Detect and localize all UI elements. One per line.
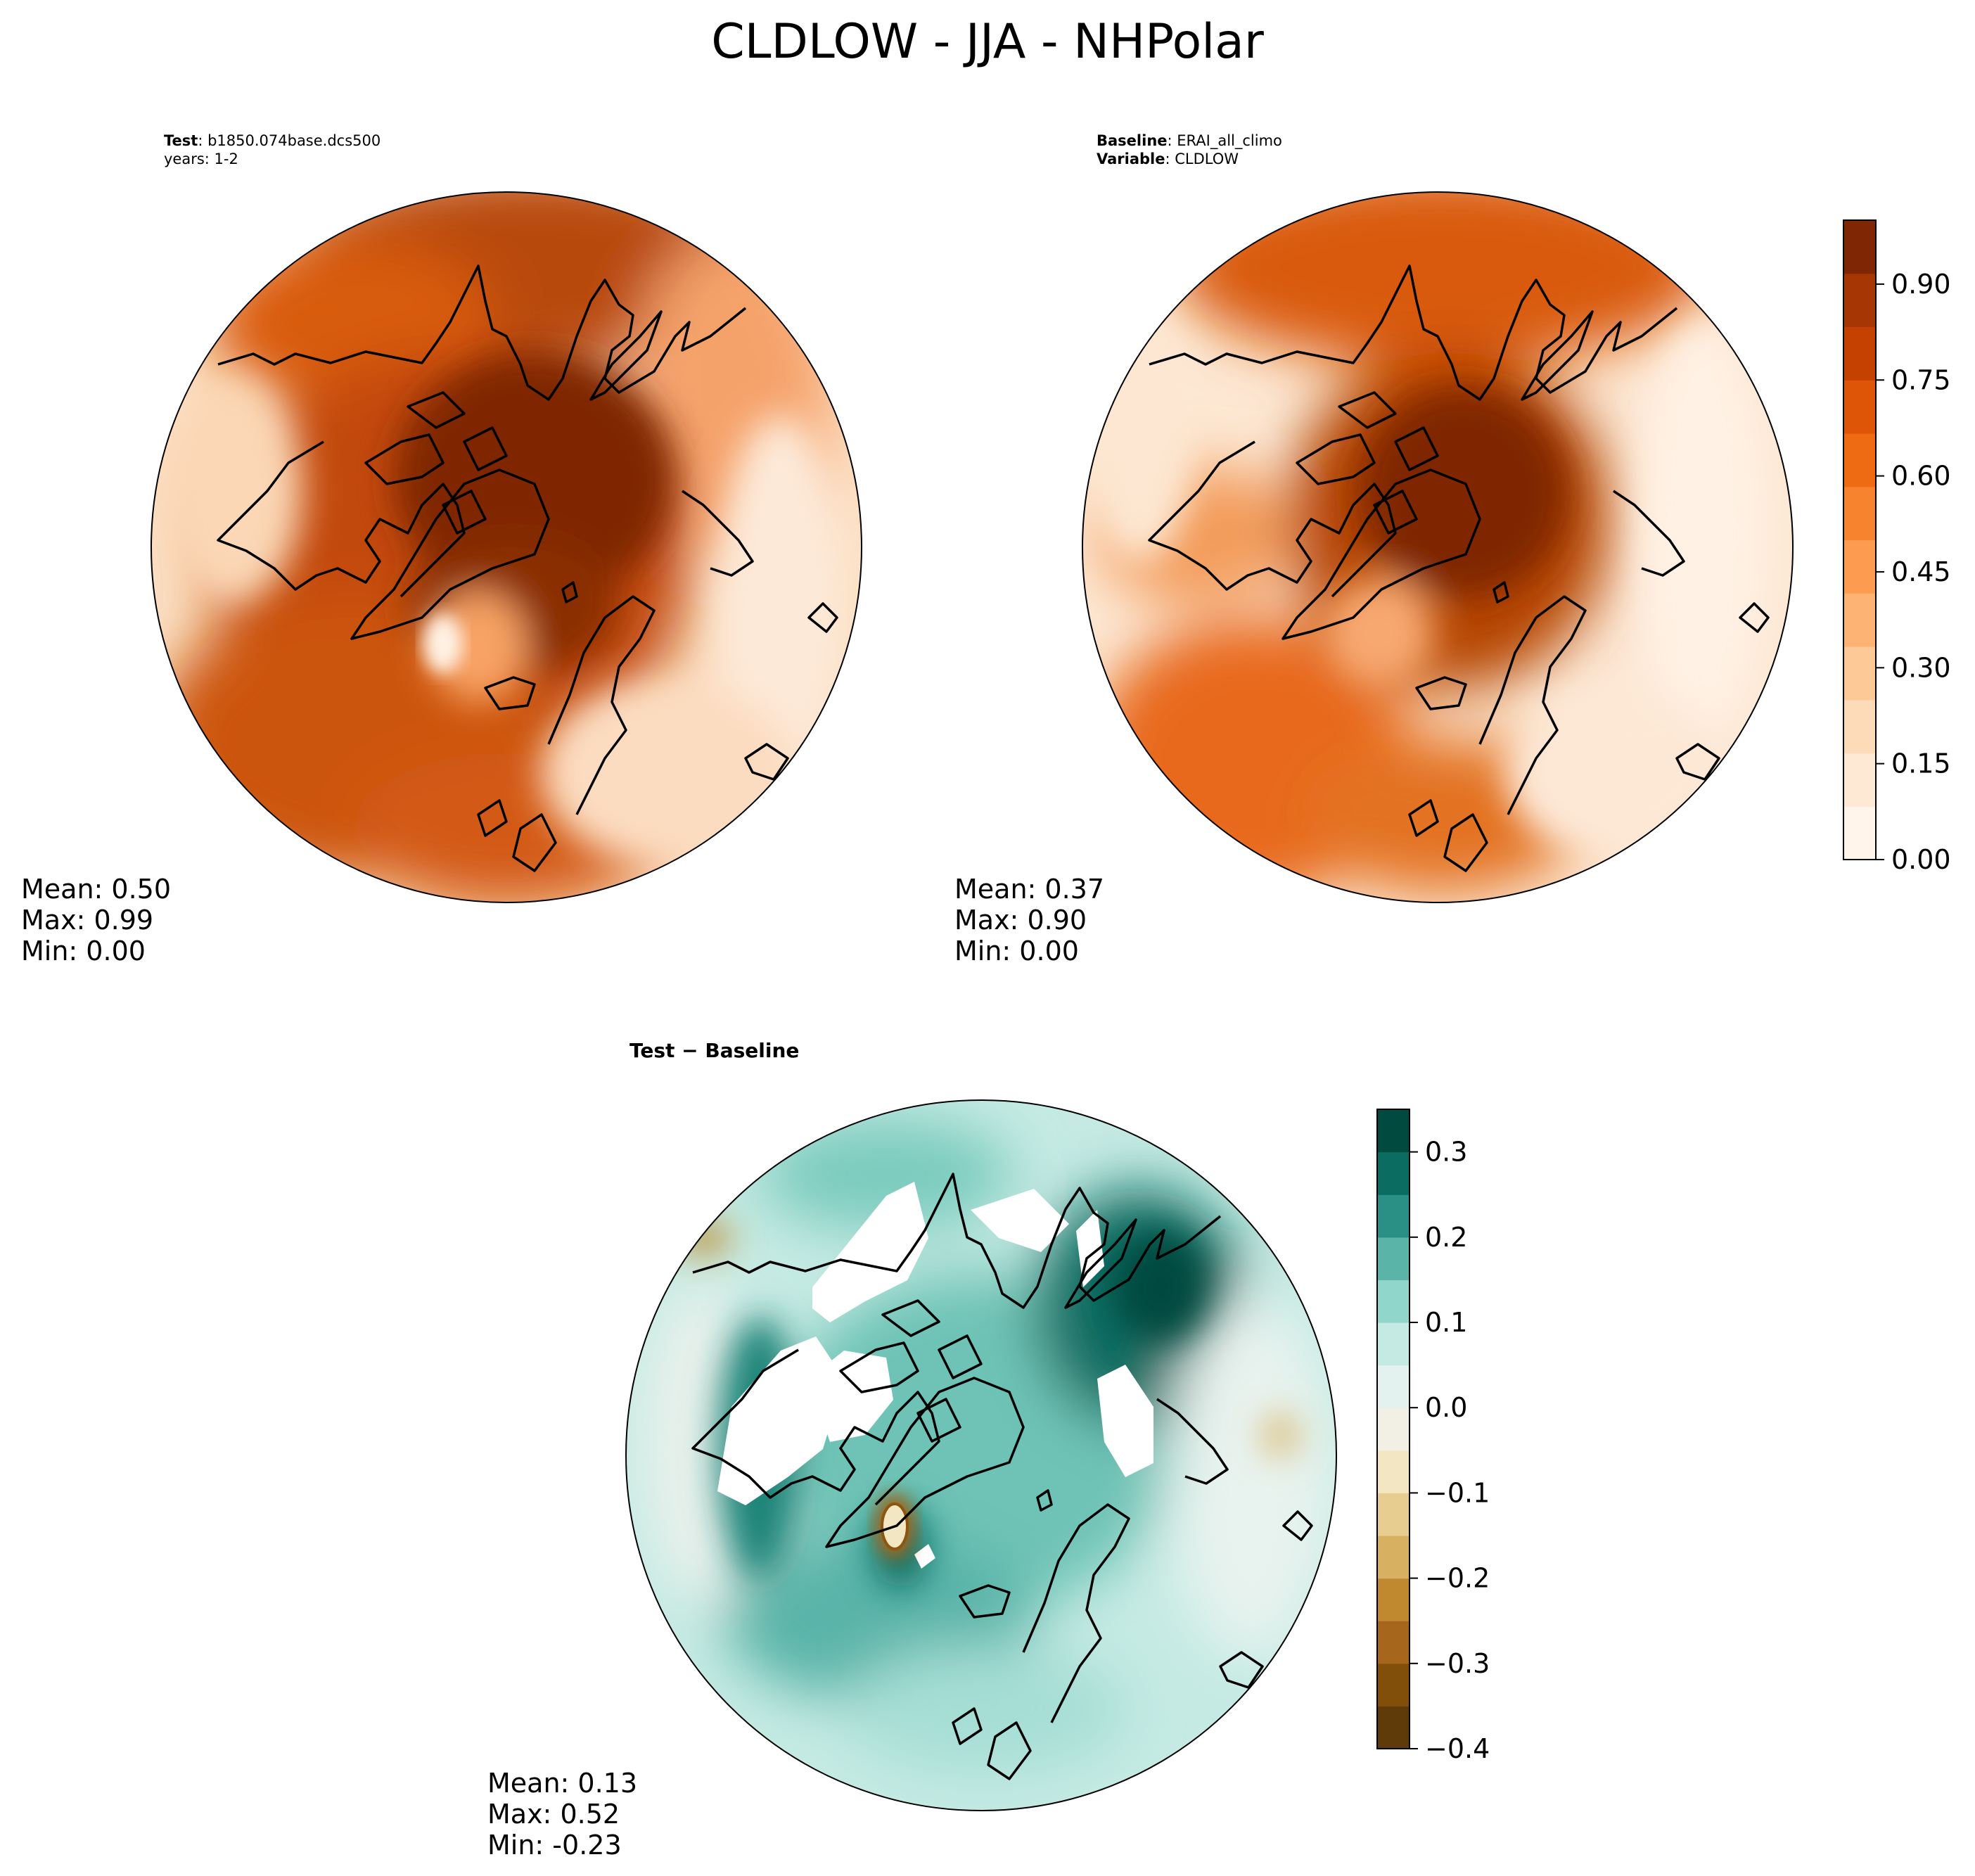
test-max: Max: 0.99 [21,905,154,936]
difference-colorbar-color-step [1377,1706,1410,1749]
main-colorbar-color-step [1843,220,1876,274]
difference-colorbar-tick-label: −0.3 [1425,1648,1490,1679]
difference-min: Min: -0.23 [487,1830,622,1861]
main-colorbar-color-step [1843,806,1876,860]
difference-colorbar-color-step [1377,1578,1410,1621]
baseline-min: Min: 0.00 [954,936,1079,966]
main-colorbar-color-step [1843,380,1876,434]
main-colorbar-tick-label: 0.60 [1891,461,1951,492]
difference-colorbar-tick-label: 0.2 [1425,1222,1467,1253]
test-years: years: 1-2 [164,151,238,167]
main-colorbar-color-step [1843,273,1876,328]
difference-colorbar-color-step [1377,1322,1410,1366]
difference-colorbar-color-step [1377,1365,1410,1408]
difference-stats: Mean: 0.13 Max: 0.52 Min: -0.23 [487,1768,637,1861]
difference-max: Max: 0.52 [487,1799,620,1830]
difference-colorbar-tick-label: −0.1 [1425,1477,1490,1508]
main-colorbar-tick-label: 0.15 [1891,748,1951,779]
test-label-key: Test [164,132,198,149]
baseline-label-value: : ERAI_all_climo [1167,132,1282,149]
difference-colorbar-color-step [1377,1621,1410,1664]
baseline-mean: Mean: 0.37 [954,874,1105,905]
main-colorbar: 0.00 0.15 0.30 0.45 0.60 0.75 0.90 [1843,219,1951,875]
test-min: Min: 0.00 [21,936,146,966]
difference-colorbar-color-step [1377,1194,1410,1238]
main-colorbar-color-step [1843,593,1876,647]
test-panel-subtitle: Test: b1850.074base.dcs500 years: 1-2 [164,132,381,168]
baseline-max: Max: 0.90 [954,905,1087,936]
difference-mean: Mean: 0.13 [487,1768,638,1799]
difference-map [625,1099,1337,1811]
figure-title: CLDLOW - JJA - NHPolar [711,14,1264,70]
main-colorbar-tick-label: 0.00 [1891,844,1951,875]
difference-colorbar-frame [1376,1109,1410,1749]
baseline-panel-subtitle: Baseline: ERAI_all_climo Variable: CLDLO… [1097,132,1282,168]
baseline-stats: Mean: 0.37 Max: 0.90 Min: 0.00 [954,874,1104,966]
difference-colorbar-tick-label: −0.4 [1425,1733,1490,1764]
difference-colorbar-color-step [1377,1493,1410,1536]
main-colorbar-tick-label: 0.75 [1891,364,1951,395]
variable-label-key: Variable [1097,151,1165,167]
difference-colorbar-color-step [1377,1109,1410,1153]
difference-colorbar-tick-label: −0.2 [1425,1563,1490,1594]
main-colorbar-color-step [1843,540,1876,594]
main-colorbar-tick-label: 0.90 [1891,269,1951,300]
difference-colorbar-color-step [1377,1450,1410,1493]
main-colorbar-tick-label: 0.30 [1891,652,1951,683]
test-label-value: : b1850.074base.dcs500 [198,132,381,149]
test-stats: Mean: 0.50 Max: 0.99 Min: 0.00 [21,874,171,966]
baseline-label-key: Baseline [1097,132,1168,149]
test-mean: Mean: 0.50 [21,874,172,905]
main-colorbar-color-step [1843,699,1876,754]
difference-colorbar-color-step [1377,1280,1410,1323]
test-map [151,191,862,903]
main-colorbar-color-step [1843,326,1876,381]
difference-colorbar-tick-label: 0.1 [1425,1307,1467,1338]
variable-label-value: : CLDLOW [1165,151,1239,167]
main-colorbar-color-step [1843,486,1876,541]
main-colorbar-tick-label: 0.45 [1891,556,1951,587]
difference-colorbar-tick-label: 0.3 [1425,1137,1467,1168]
difference-colorbar: 0.3 0.2 0.1 0.0 −0.1 −0.2 −0.3 −0.4 [1376,1109,1490,1764]
baseline-map [1082,191,1794,903]
difference-colorbar-tick-label: 0.0 [1425,1392,1467,1423]
main-colorbar-frame [1843,219,1877,860]
main-colorbar-color-step [1843,433,1876,487]
difference-colorbar-color-step [1377,1151,1410,1195]
difference-colorbar-color-step [1377,1663,1410,1706]
main-colorbar-color-step [1843,646,1876,701]
main-colorbar-color-step [1843,753,1876,807]
difference-title: Test − Baseline [629,1039,800,1062]
difference-colorbar-color-step [1377,1237,1410,1280]
difference-colorbar-color-step [1377,1408,1410,1451]
difference-colorbar-color-step [1377,1536,1410,1579]
